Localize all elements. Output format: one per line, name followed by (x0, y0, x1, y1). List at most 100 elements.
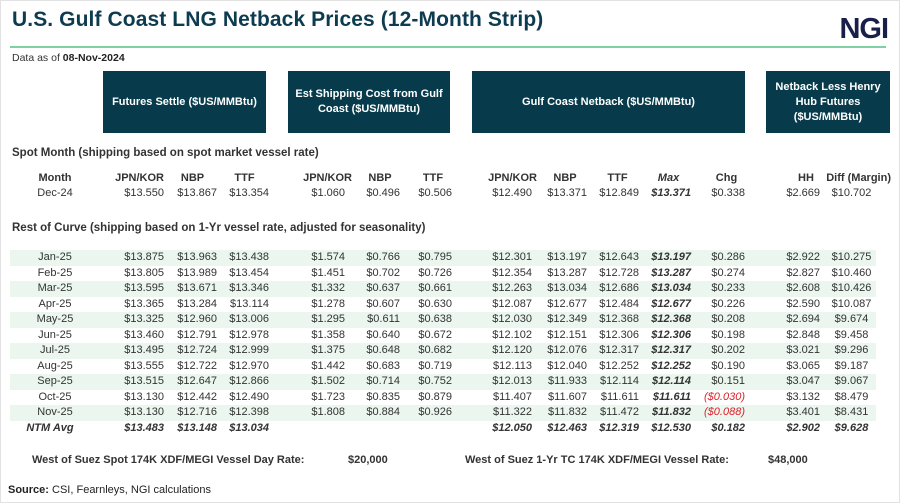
table-row-ntm-avg: NTM Avg $13.483 $13.148 $13.034 $12.050 … (10, 421, 876, 437)
cell-netback-nbp: $11.832 (548, 406, 587, 418)
cell-futures-ttf: $12.970 (229, 359, 269, 372)
cell-shipping-nbp: $0.884 (366, 406, 400, 418)
col-netback-ttf: TTF (607, 172, 628, 184)
cell-netback-jpn-kor: $11.407 (493, 390, 532, 403)
cell-futures-nbp: $12.791 (177, 328, 217, 341)
cell-month: Mar-25 (37, 282, 73, 294)
table-row: Oct-25 $13.130 $12.442 $12.490 $1.723 $0.835 $… (10, 390, 876, 406)
table-row: Sep-25 $13.515 $12.647 $12.866 $1.502 $0.714 $… (10, 374, 876, 390)
cell-netback-jpn-kor: $12.263 (492, 282, 532, 294)
cell-shipping-ttf: $0.661 (418, 282, 452, 294)
cell-shipping-nbp: $0.611 (367, 313, 400, 325)
header-netback-less-hh: Netback Less Henry Hub Futures ($US/MMBt… (766, 71, 890, 133)
cell-futures-nbp: $12.722 (177, 359, 217, 372)
cell-hh: $2.669 (786, 187, 820, 199)
column-header-row: Month JPN/KOR NBP TTF JPN/KOR NBP TTF JP… (10, 171, 892, 187)
cell-futures-ttf: $13.346 (229, 282, 269, 294)
cell-shipping-nbp: $0.640 (366, 328, 400, 341)
source-note: Source: CSI, Fearnleys, NGI calculations (8, 484, 211, 496)
cell-shipping-ttf: $0.752 (418, 375, 452, 387)
cell-diff-margin: $9.628 (834, 422, 869, 434)
cell-netback-max: $12.677 (651, 297, 691, 310)
cell-netback-max: $11.611 (652, 390, 691, 403)
cell-netback-jpn-kor: $12.030 (492, 313, 532, 325)
cell-diff-margin: $10.460 (831, 266, 872, 279)
cell-netback-nbp: $12.040 (547, 359, 587, 372)
cell-netback-nbp: $13.034 (547, 282, 587, 294)
cell-futures-jpn-kor: $13.555 (124, 359, 164, 372)
cell-futures-nbp: $13.148 (177, 422, 217, 434)
cell-month: Nov-25 (37, 406, 73, 418)
cell-hh: $2.694 (786, 313, 820, 325)
cell-futures-jpn-kor: $13.515 (124, 375, 164, 387)
header-gulf-coast-netback: Gulf Coast Netback ($US/MMBtu) (472, 71, 745, 133)
cell-futures-nbp: $13.284 (177, 297, 217, 310)
source-label: Source: (8, 484, 49, 496)
cell-shipping-jpn-kor: $1.332 (311, 282, 345, 294)
as-of-label: Data as of (12, 52, 60, 64)
col-diff-margin: Diff (Margin) (826, 172, 891, 184)
cell-futures-nbp: $12.724 (177, 344, 217, 356)
cell-netback-chg: $0.226 (711, 297, 745, 310)
cell-hh: $2.902 (786, 422, 820, 434)
cell-netback-chg: $0.208 (711, 313, 745, 325)
cell-month: Aug-25 (37, 359, 73, 372)
cell-netback-nbp: $13.371 (547, 187, 587, 199)
col-hh: HH (798, 172, 814, 184)
cell-netback-jpn-kor: $12.354 (492, 266, 532, 279)
table-row: Jan-25 $13.875 $13.963 $13.438 $1.574 $0.766 $… (10, 250, 876, 266)
cell-diff-margin: $9.187 (834, 359, 869, 372)
table-row-spot: Dec-24 $13.550 $13.867 $13.354 $1.060 $0… (10, 186, 876, 202)
cell-shipping-nbp: $0.683 (366, 359, 400, 372)
table-row: Mar-25 $13.595 $13.671 $13.346 $1.332 $0.637 $… (10, 281, 876, 297)
col-futures-jpn-kor: JPN/KOR (115, 172, 164, 184)
cell-netback-jpn-kor: $12.301 (492, 251, 532, 263)
cell-netback-jpn-kor: $12.490 (492, 187, 532, 199)
cell-netback-nbp: $12.076 (547, 344, 587, 356)
cell-diff-margin: $8.431 (834, 406, 869, 418)
cell-futures-nbp: $12.442 (177, 390, 217, 403)
spot-section-title: Spot Month (shipping based on spot marke… (12, 147, 319, 159)
cell-shipping-jpn-kor: $1.295 (311, 313, 345, 325)
cell-futures-jpn-kor: $13.365 (124, 297, 164, 310)
cell-futures-ttf: $13.006 (229, 313, 269, 325)
cell-netback-ttf: $12.319 (599, 422, 639, 434)
cell-netback-max: $13.197 (651, 251, 691, 263)
col-netback-nbp: NBP (553, 172, 577, 184)
cell-netback-chg: $0.286 (711, 251, 745, 263)
cell-netback-jpn-kor: $12.050 (492, 422, 532, 434)
cell-shipping-nbp: $0.607 (366, 297, 400, 310)
page-title: U.S. Gulf Coast LNG Netback Prices (12-M… (12, 8, 544, 31)
cell-shipping-jpn-kor: $1.278 (311, 297, 345, 310)
cell-futures-jpn-kor: $13.805 (124, 266, 164, 279)
cell-netback-nbp: $11.933 (548, 375, 587, 387)
cell-futures-ttf: $13.454 (229, 266, 269, 279)
cell-shipping-nbp: $0.714 (366, 375, 400, 387)
cell-diff-margin: $9.674 (834, 313, 869, 325)
cell-futures-jpn-kor: $13.875 (124, 251, 164, 263)
cell-shipping-jpn-kor: $1.442 (311, 359, 345, 372)
col-shipping-ttf: TTF (422, 172, 444, 184)
cell-month: Dec-24 (37, 187, 73, 199)
cell-netback-jpn-kor: $12.102 (492, 328, 532, 341)
cell-shipping-ttf: $0.719 (418, 359, 452, 372)
cell-futures-nbp: $12.647 (177, 375, 217, 387)
as-of-line: Data as of 08-Nov-2024 (12, 52, 125, 64)
cell-hh: $2.608 (786, 282, 820, 294)
table-row: Apr-25 $13.365 $13.284 $13.114 $1.278 $0.607 $… (10, 297, 876, 313)
cell-netback-max: $12.368 (651, 313, 691, 325)
cell-netback-ttf: $12.643 (599, 251, 639, 263)
cell-futures-nbp: $13.867 (177, 187, 217, 199)
cell-futures-jpn-kor: $13.483 (124, 422, 164, 434)
cell-netback-ttf: $11.611 (600, 390, 639, 403)
cell-netback-nbp: $13.197 (547, 251, 587, 263)
cell-shipping-jpn-kor: $1.060 (311, 187, 345, 199)
header-futures-settle: Futures Settle ($US/MMBtu) (103, 71, 266, 133)
cell-month: Apr-25 (38, 297, 72, 310)
cell-netback-ttf: $12.306 (599, 328, 639, 341)
cell-futures-jpn-kor: $13.130 (124, 390, 164, 403)
cell-netback-max: $12.252 (651, 359, 691, 372)
col-month: Month (38, 172, 72, 184)
cell-shipping-nbp: $0.702 (366, 266, 400, 279)
cell-netback-ttf: $11.472 (600, 406, 639, 418)
